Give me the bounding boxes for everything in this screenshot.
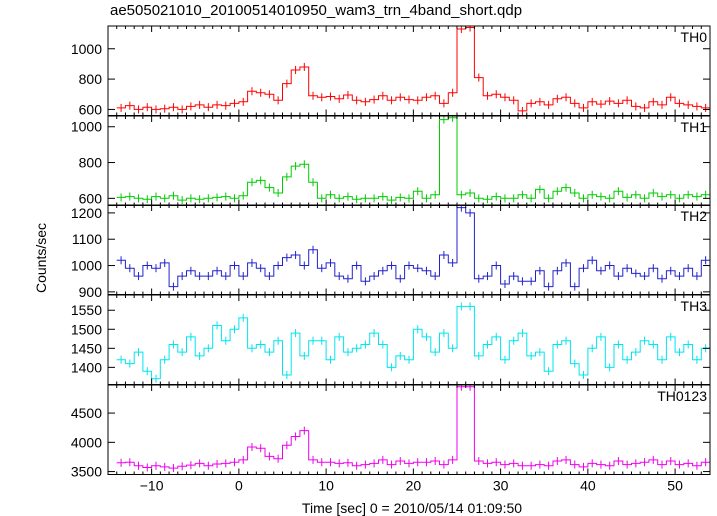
x-tick-label: 30 (493, 478, 509, 494)
panel-frame (107, 115, 711, 206)
y-tick-label: 1000 (71, 119, 102, 135)
panel-th1: 600 800 1000 TH1 (71, 115, 711, 206)
series-th2 (116, 205, 710, 291)
y-tick-label: 1550 (71, 302, 102, 318)
y-tick-label: 1200 (71, 205, 102, 221)
y-tick-label: 800 (79, 71, 103, 87)
x-tick-label: 10 (318, 478, 334, 494)
y-tick-label: 1500 (71, 321, 102, 337)
panel-label: TH0 (681, 29, 708, 45)
panel-th0123: 3500 4000 4500 TH0123 (71, 384, 711, 480)
series-step-line (116, 27, 710, 112)
y-axis-label: Counts/sec (33, 223, 49, 293)
panel-label: TH2 (681, 208, 708, 224)
y-tick-label: 800 (79, 155, 103, 171)
y-tick-label: 1450 (71, 340, 102, 356)
x-tick-label: 20 (406, 478, 422, 494)
series-th1 (116, 116, 710, 205)
panel-th3: 1400 1450 1500 1550 TH3 (71, 294, 711, 385)
series-th0123 (116, 385, 710, 473)
series-step-line (116, 207, 710, 288)
panel-th0: 600 800 1000 TH0 (71, 25, 711, 117)
x-axis-label: Time [sec] 0 = 2010/05/14 01:09:50 (302, 500, 522, 516)
series-step-line (116, 117, 710, 201)
y-tick-label: 3500 (71, 464, 102, 480)
x-tick-label: 50 (667, 478, 683, 494)
panel-frame (107, 294, 711, 385)
y-tick-label: 4500 (71, 405, 102, 421)
x-tick-label: 40 (580, 478, 596, 494)
y-tick-label: 1000 (71, 258, 102, 274)
panel-frame (107, 204, 711, 295)
y-tick-label: 1100 (72, 231, 102, 247)
panel-th2: 900 1000 1100 1200 TH2 (71, 204, 711, 300)
series-step-line (116, 386, 710, 469)
panels-layer: 600 800 1000 TH0 600 800 1000 TH1 900 1000 1100 120… (71, 25, 711, 494)
series-step-line (116, 305, 710, 380)
x-tick-label: 0 (235, 478, 243, 494)
chart-title: ae505021010_20100514010950_wam3_trn_4ban… (110, 2, 523, 19)
y-tick-label: 600 (79, 101, 103, 117)
series-th3 (116, 302, 710, 383)
y-tick-label: 4000 (71, 434, 102, 450)
panel-frame (107, 384, 711, 475)
series-th0 (116, 26, 710, 115)
y-tick-label: 1400 (71, 359, 102, 375)
panel-label: TH3 (681, 298, 708, 314)
y-tick-label: 600 (79, 190, 103, 206)
panel-label: TH1 (681, 119, 708, 135)
y-tick-label: 900 (79, 284, 103, 300)
panel-label: TH0123 (657, 388, 707, 404)
x-tick-label: −10 (140, 478, 164, 494)
y-tick-label: 1000 (71, 41, 102, 57)
